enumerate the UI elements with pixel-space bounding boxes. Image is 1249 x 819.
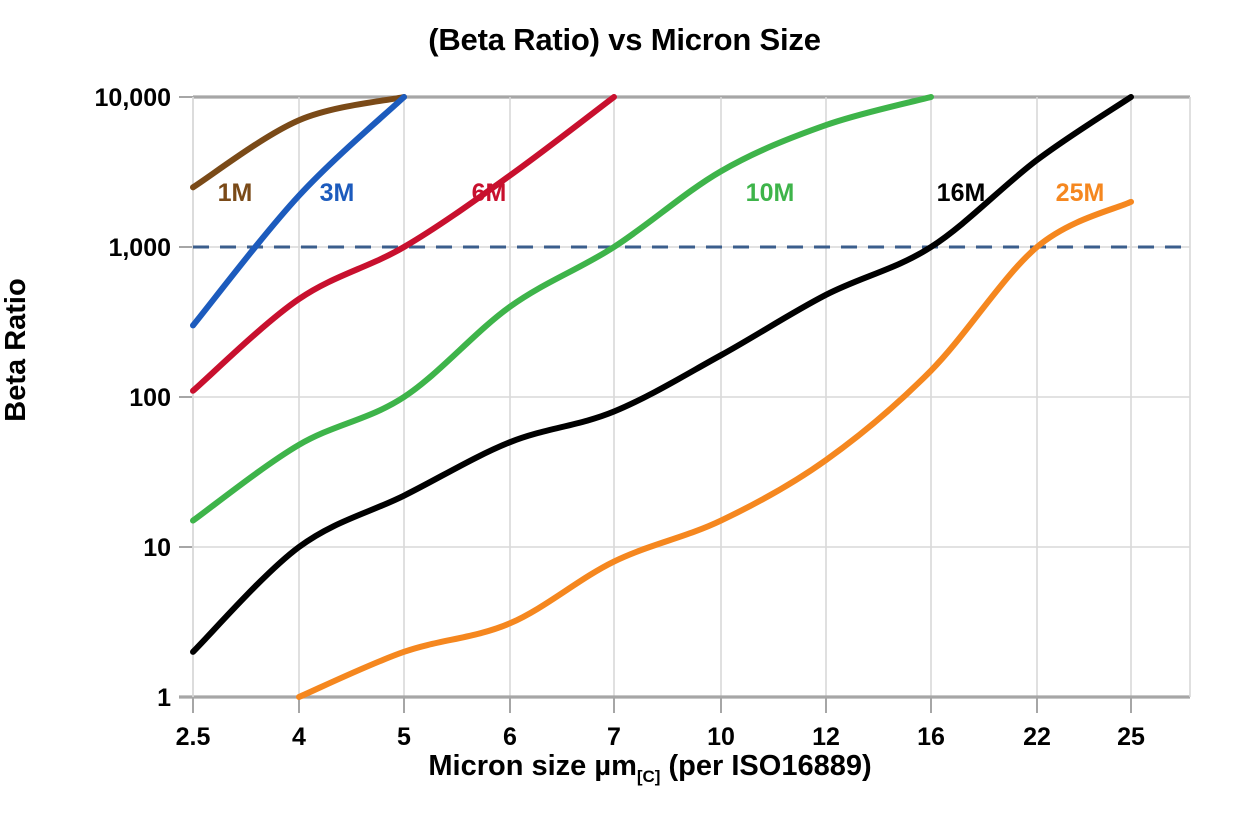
- x-tick-label-22: 22: [1023, 723, 1051, 751]
- series-line-25M: [296, 198, 1134, 700]
- series-line-6M: [190, 94, 617, 394]
- chart-title: (Beta Ratio) vs Micron Size: [428, 22, 821, 57]
- x-tick-label-4: 4: [292, 723, 306, 751]
- x-tick-label-25: 25: [1117, 723, 1145, 751]
- series-label-1M: 1M: [218, 179, 253, 207]
- series-label-25M: 25M: [1056, 179, 1105, 207]
- x-axis-title-suffix: (per ISO16889): [660, 750, 872, 782]
- series-label-10M: 10M: [746, 179, 795, 207]
- x-tick-label-5: 5: [397, 723, 411, 751]
- series-line-10M: [190, 94, 934, 524]
- x-tick-label-6: 6: [503, 723, 517, 751]
- series-label-16M: 16M: [937, 179, 986, 207]
- series-label-6M: 6M: [472, 179, 507, 207]
- y-tick-label-10,000: 10,000: [95, 84, 171, 112]
- series-line-16M: [190, 94, 1134, 655]
- series-line-3M: [190, 94, 407, 329]
- x-tick-label-16: 16: [917, 723, 945, 751]
- x-tick-label-2.5: 2.5: [176, 723, 211, 751]
- x-axis-title-main: Micron size µm: [428, 750, 637, 782]
- y-tick-label-1: 1: [157, 684, 171, 712]
- y-tick-label-10: 10: [143, 534, 171, 562]
- x-axis-title-subscript: [C]: [636, 766, 661, 786]
- y-tick-label-1,000: 1,000: [108, 234, 171, 262]
- x-axis-title: Micron size µm[C] (per ISO16889): [150, 750, 1150, 787]
- y-tick-label-100: 100: [129, 384, 171, 412]
- x-tick-label-10: 10: [707, 723, 735, 751]
- x-tick-label-7: 7: [607, 723, 621, 751]
- x-tick-label-12: 12: [812, 723, 840, 751]
- series-label-3M: 3M: [320, 179, 355, 207]
- series-line-1M: [190, 94, 407, 191]
